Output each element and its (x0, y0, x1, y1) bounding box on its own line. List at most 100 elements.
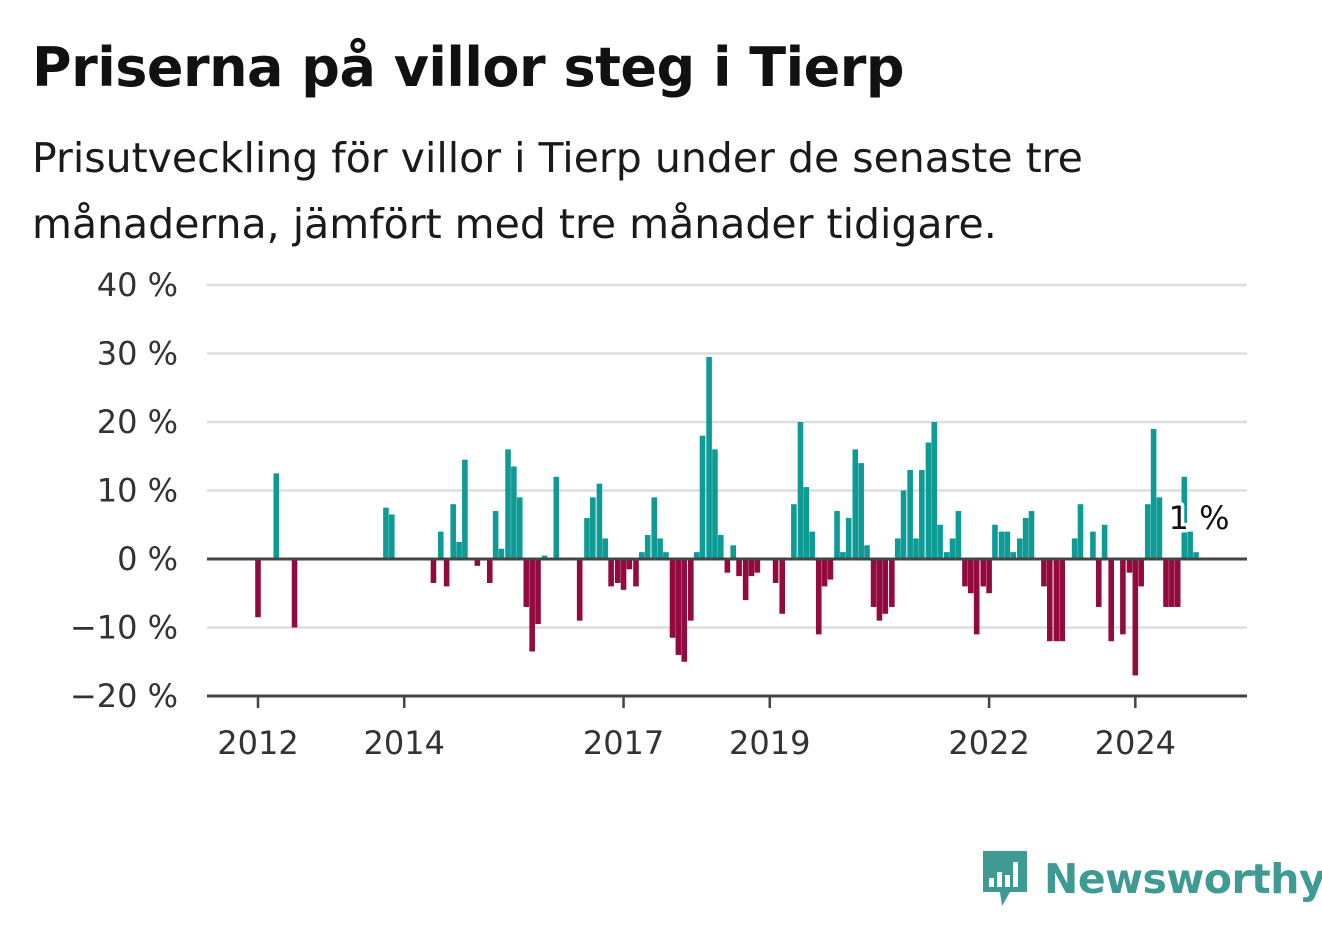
bar (809, 531, 815, 559)
y-tick-label: 40 % (97, 266, 178, 304)
bar (430, 559, 437, 583)
bar (529, 559, 535, 652)
bar (486, 559, 493, 583)
bar (505, 449, 511, 559)
bar (736, 559, 742, 577)
bar (1010, 552, 1017, 559)
bar (1150, 428, 1157, 559)
bar (1163, 559, 1169, 607)
brand-logo: Newsworthy (980, 848, 1322, 910)
bar (724, 559, 731, 573)
bar (1156, 497, 1163, 559)
bar (450, 504, 456, 559)
last-value-annotation: 1 % (1165, 496, 1233, 541)
bar (864, 545, 870, 559)
x-tick-label: 2019 (729, 724, 810, 762)
bar (876, 559, 883, 621)
bar (383, 507, 389, 560)
y-tick-label: 0 % (117, 540, 178, 578)
y-tick-label: 10 % (97, 472, 178, 510)
bar (1174, 559, 1181, 607)
x-tick-label: 2024 (1095, 724, 1176, 762)
bar (1108, 559, 1114, 642)
bar (754, 559, 761, 573)
bar (821, 559, 828, 587)
bar (1095, 559, 1102, 607)
axes (207, 557, 1247, 698)
bar (1120, 559, 1126, 635)
bar (584, 517, 590, 559)
bar (1126, 559, 1133, 573)
bar (651, 497, 658, 559)
bar (791, 504, 797, 559)
bar (639, 552, 645, 559)
bar (913, 538, 919, 559)
bar (657, 538, 663, 559)
bar (803, 487, 810, 559)
bar (1138, 559, 1144, 587)
bar (1077, 504, 1084, 559)
bar (541, 555, 548, 559)
bar (1101, 524, 1108, 559)
bar (255, 559, 261, 618)
bar (693, 552, 700, 559)
bar (553, 476, 560, 559)
bar (699, 435, 706, 559)
bar (663, 552, 669, 559)
bar (840, 552, 846, 559)
bar (907, 469, 913, 559)
x-tick-label: 2017 (583, 724, 664, 762)
bar (511, 466, 517, 559)
bar (962, 559, 968, 587)
bar (973, 559, 980, 635)
bar (614, 559, 621, 583)
bar (949, 538, 956, 559)
bar (1169, 559, 1175, 607)
y-tick-label: −10 % (70, 609, 178, 647)
bar (644, 535, 651, 559)
bar (602, 538, 609, 559)
bar (1017, 538, 1023, 559)
chart-title: Priserna på villor steg i Tierp (32, 36, 905, 99)
bar (998, 531, 1005, 559)
x-tick-label: 2014 (364, 724, 445, 762)
x-tick-label: 2022 (948, 724, 1029, 762)
bar (608, 559, 614, 587)
bar (492, 511, 499, 559)
newsworthy-logo-icon (983, 851, 1027, 906)
bar (717, 535, 724, 559)
bar (681, 559, 688, 662)
y-tick-label: 30 % (97, 335, 178, 373)
bar (456, 541, 462, 560)
bar (980, 559, 987, 587)
bar (748, 559, 755, 577)
bar (1004, 531, 1011, 559)
bar (706, 356, 712, 559)
bar (1132, 559, 1139, 676)
y-tick-label: −20 % (70, 677, 178, 715)
bar (1022, 517, 1029, 559)
bar (730, 545, 737, 559)
bar (474, 559, 481, 566)
bar (1144, 504, 1151, 559)
y-axis-ticks: 40 % 30 % 20 % 10 % 0 % −10 % −20 % (70, 266, 178, 715)
bar (498, 548, 505, 559)
bar (858, 463, 864, 559)
bar (1181, 476, 1188, 559)
bar (633, 559, 639, 587)
bar (1059, 559, 1066, 642)
bar (742, 559, 749, 601)
bar (688, 559, 694, 621)
bar (919, 469, 925, 559)
bar (669, 559, 676, 638)
bar (462, 459, 468, 559)
brand-name: Newsworthy (1044, 855, 1322, 903)
bar (852, 449, 859, 559)
bar (620, 559, 627, 590)
bar (576, 559, 583, 621)
bar (986, 559, 992, 594)
bar (827, 559, 834, 580)
bar (1187, 531, 1193, 559)
bar (889, 559, 895, 607)
